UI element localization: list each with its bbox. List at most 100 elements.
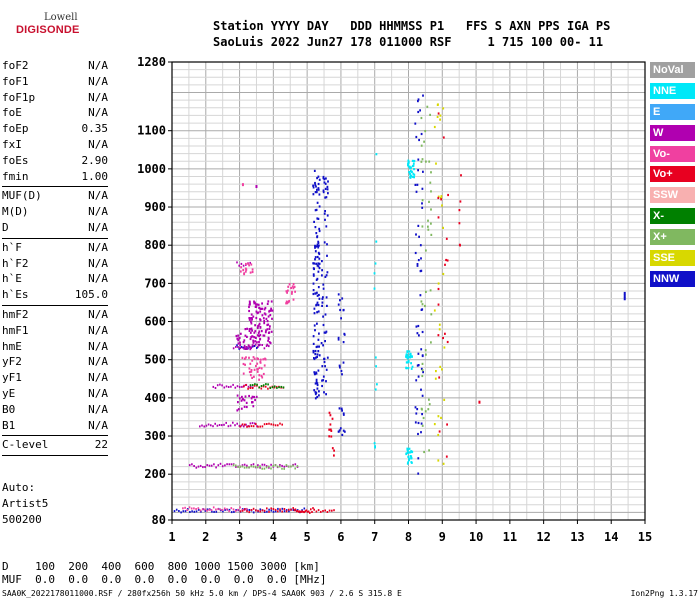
echo-mark (263, 312, 266, 315)
echo-mark (266, 423, 268, 425)
echo-mark (247, 344, 250, 347)
echo-mark (225, 385, 228, 388)
echo-mark (409, 356, 412, 359)
echo-mark (314, 191, 317, 194)
echo-mark (250, 263, 253, 266)
echo-mark (321, 304, 323, 307)
echo-mark (288, 299, 290, 303)
echo-mark (318, 178, 321, 181)
echo-mark (239, 510, 242, 513)
echo-mark (255, 395, 258, 398)
echo-mark (327, 192, 329, 195)
echo-mark (234, 509, 237, 512)
echo-mark (416, 264, 419, 267)
echo-mark (342, 413, 345, 416)
echo-mark (251, 395, 254, 398)
echo-mark (242, 385, 245, 388)
echo-mark (232, 383, 234, 386)
echo-mark (439, 114, 442, 117)
param-value: 105.0 (74, 288, 108, 302)
echo-mark (255, 364, 257, 368)
echo-mark (430, 233, 433, 236)
x-tick-label: 14 (604, 530, 618, 544)
param-name: foF2 (2, 59, 29, 72)
echo-mark (212, 385, 215, 388)
echo-mark (324, 313, 327, 316)
echo-mark (292, 287, 295, 290)
echo-mark (241, 346, 244, 349)
echo-mark (341, 433, 344, 436)
echo-mark (325, 196, 328, 199)
echo-mark (413, 168, 415, 171)
echo-mark (410, 450, 413, 453)
echo-mark (342, 341, 345, 344)
echo-mark (316, 291, 318, 294)
echo-mark (439, 118, 441, 121)
echo-mark (421, 424, 424, 427)
x-tick-label: 8 (405, 530, 412, 544)
echo-mark (252, 341, 255, 344)
echo-mark (428, 160, 431, 163)
echo-mark (409, 354, 412, 357)
echo-mark (252, 465, 255, 468)
echo-mark (302, 510, 304, 513)
echo-mark (442, 136, 445, 139)
echo-mark (244, 328, 247, 331)
echo-mark (323, 357, 326, 360)
echo-mark (317, 350, 320, 353)
echo-mark (241, 509, 244, 512)
param-value: N/A (88, 256, 108, 270)
echo-mark (199, 425, 201, 428)
echo-mark (228, 463, 231, 466)
echo-mark (276, 386, 278, 389)
echo-mark (314, 292, 317, 295)
echo-mark (257, 332, 260, 335)
auto-program: Artist5 (2, 497, 49, 510)
echo-mark (427, 408, 430, 411)
echo-mark (267, 383, 269, 386)
y-tick-label: 800 (144, 238, 166, 252)
echo-mark (294, 290, 296, 293)
param-value: N/A (88, 137, 108, 151)
echo-mark (279, 465, 281, 468)
echo-mark (312, 349, 315, 353)
echo-mark (221, 465, 224, 468)
echo-mark (273, 385, 276, 388)
echo-mark (243, 466, 246, 469)
echo-mark (247, 387, 249, 390)
echo-mark (421, 354, 424, 358)
echo-point (623, 294, 626, 298)
echo-mark (374, 356, 377, 359)
echo-mark (321, 365, 324, 368)
echo-mark (224, 464, 226, 467)
echo-mark (424, 130, 427, 133)
echo-mark (257, 346, 259, 348)
echo-mark (342, 412, 345, 415)
echo-mark (328, 509, 331, 512)
echo-mark (437, 334, 440, 337)
legend-item-sse: SSE (650, 250, 695, 267)
echo-mark (322, 296, 324, 299)
echo-mark (406, 350, 409, 353)
echo-mark (324, 340, 326, 343)
echo-mark (240, 399, 243, 402)
echo-mark (315, 278, 318, 281)
echo-mark (340, 317, 342, 320)
echo-mark (261, 463, 264, 466)
echo-mark (223, 507, 226, 510)
echo-mark (250, 397, 253, 400)
echo-mark (270, 330, 273, 333)
echo-mark (258, 306, 260, 309)
echo-mark (240, 345, 243, 348)
echo-mark (251, 268, 254, 271)
echo-mark (430, 208, 432, 211)
echo-mark (240, 424, 243, 427)
echo-mark (428, 449, 430, 452)
echo-mark (290, 286, 292, 290)
echo-mark (261, 376, 264, 379)
echo-mark (442, 226, 444, 229)
echo-mark (317, 241, 320, 244)
echo-mark (268, 341, 271, 344)
echo-mark (267, 387, 269, 390)
echo-mark (249, 385, 252, 388)
